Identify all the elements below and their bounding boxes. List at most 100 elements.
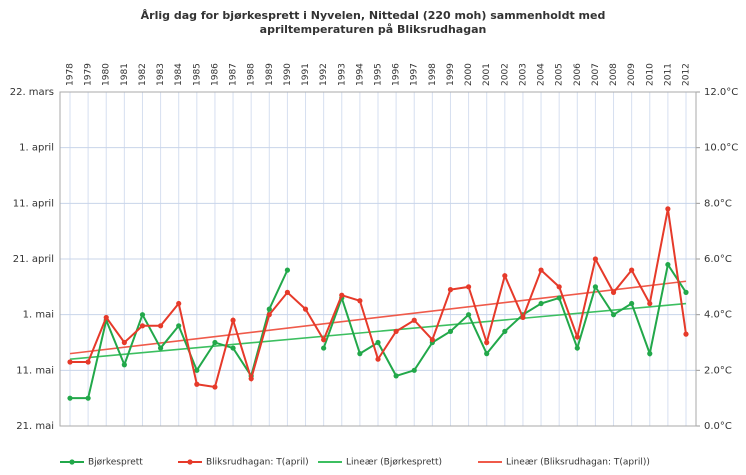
y2-tick-label: 8.0°C	[704, 198, 732, 209]
data-point	[212, 384, 218, 390]
data-point	[67, 395, 73, 401]
chart-title: Årlig dag for bjørkesprett i Nyvelen, Ni…	[141, 9, 606, 22]
data-point	[248, 376, 254, 382]
x-tick-label: 1988	[247, 63, 257, 86]
data-point	[375, 356, 381, 362]
plot-frame	[59, 91, 697, 427]
data-point	[484, 339, 490, 346]
x-tick-label: 1995	[374, 63, 384, 86]
data-point	[411, 367, 417, 373]
x-tick-label: 2005	[555, 63, 565, 86]
x-tick-label: 1984	[174, 63, 184, 86]
data-point	[520, 314, 526, 321]
data-point	[629, 267, 635, 273]
x-tick-label: 1998	[428, 63, 438, 86]
data-point	[610, 312, 617, 318]
x-tick-label: 1997	[410, 63, 420, 86]
data-point	[284, 267, 291, 273]
data-point	[683, 331, 689, 337]
x-tick-label: 2001	[482, 63, 492, 86]
data-point	[121, 339, 127, 346]
data-point	[683, 289, 689, 295]
data-point	[592, 256, 599, 262]
data-point	[502, 328, 508, 334]
data-point	[157, 323, 164, 329]
data-point	[465, 284, 472, 290]
data-point	[85, 395, 91, 401]
legend-marker	[187, 459, 193, 465]
data-point	[393, 373, 399, 379]
y-tick-label: 21. mai	[16, 421, 54, 432]
data-point	[393, 328, 399, 334]
x-tick-label: 1999	[446, 63, 456, 86]
y2-tick-label: 0.0°C	[704, 421, 732, 432]
data-point	[85, 359, 91, 365]
data-point	[121, 362, 127, 368]
x-tick-label: 1985	[192, 63, 202, 86]
x-tick-label: 1996	[392, 63, 402, 86]
chart-title: apriltemperaturen på Bliksrudhagan	[260, 23, 487, 36]
data-point	[230, 317, 236, 323]
y2-tick-label: 4.0°C	[704, 310, 732, 321]
x-tick-label: 1994	[355, 63, 365, 86]
data-point	[574, 345, 580, 351]
data-point	[629, 300, 635, 307]
y2-tick-label: 12.0°C	[704, 87, 738, 98]
data-point	[538, 300, 544, 307]
data-point	[556, 295, 562, 301]
x-tick-label: 2010	[645, 63, 655, 86]
x-tick-label: 1979	[84, 63, 94, 86]
data-point	[574, 334, 580, 340]
x-tick-label: 1983	[156, 63, 166, 86]
x-tick-label: 2008	[609, 63, 619, 86]
data-point	[665, 261, 671, 268]
data-point	[157, 345, 164, 351]
x-tick-label: 2006	[573, 63, 583, 86]
y-tick-label: 21. april	[13, 254, 54, 265]
y-tick-label: 1. april	[19, 143, 54, 154]
x-tick-label: 1986	[210, 63, 220, 86]
legend-label: Lineær (Bjørkesprett)	[346, 458, 442, 468]
x-tick-label: 1978	[66, 63, 76, 86]
x-tick-label: 2003	[518, 63, 528, 86]
data-point	[357, 351, 363, 357]
data-point	[647, 351, 653, 357]
y-tick-label: 1. mai	[23, 310, 54, 321]
data-point	[302, 306, 309, 312]
data-point	[103, 314, 109, 321]
x-tick-label: 1993	[337, 63, 347, 86]
data-point	[665, 206, 671, 212]
data-point	[375, 339, 381, 346]
x-tick-label: 2004	[537, 63, 547, 86]
data-point	[321, 337, 327, 343]
x-tick-label: 2007	[591, 63, 601, 86]
data-point	[230, 345, 236, 351]
legend-label: Lineær (Bliksrudhagan: T(april))	[506, 458, 650, 468]
x-tick-label: 1982	[138, 63, 148, 86]
x-tick-label: 1991	[301, 63, 311, 86]
legend-label: Bliksrudhagan: T(april)	[206, 458, 309, 468]
y2-tick-label: 10.0°C	[704, 143, 738, 154]
x-tick-label: 1981	[120, 63, 130, 86]
data-point	[194, 367, 200, 373]
x-tick-label: 2009	[627, 63, 637, 86]
x-tick-label: 1987	[229, 63, 239, 86]
data-point	[610, 289, 617, 295]
y2-tick-label: 2.0°C	[704, 365, 732, 376]
data-point	[447, 328, 454, 334]
data-point	[67, 359, 73, 365]
x-tick-label: 2002	[500, 63, 510, 86]
data-point	[266, 312, 272, 318]
data-point	[176, 323, 182, 329]
data-point	[411, 317, 417, 323]
data-point	[321, 345, 327, 351]
x-tick-label: 1990	[283, 63, 293, 86]
data-point	[484, 351, 490, 357]
data-point	[139, 323, 146, 329]
data-point	[647, 300, 653, 307]
data-point	[502, 273, 508, 279]
y2-tick-label: 6.0°C	[704, 254, 732, 265]
y-tick-label: 11. april	[13, 198, 54, 209]
data-point	[176, 300, 182, 307]
